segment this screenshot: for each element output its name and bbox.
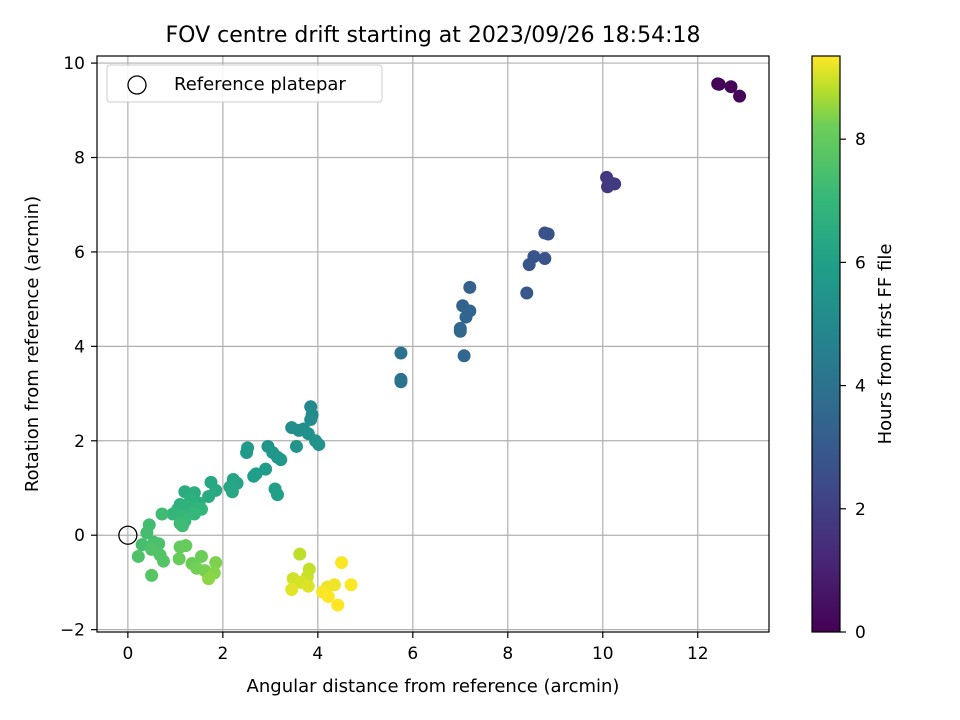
data-point <box>140 526 154 540</box>
y-axis-label: Rotation from reference (arcmin) <box>22 196 43 492</box>
x-tick-label: 6 <box>407 644 418 664</box>
y-tick-label: 10 <box>63 54 85 74</box>
colorbar-tick-label: 4 <box>855 377 866 397</box>
points-layer <box>131 77 747 612</box>
data-point <box>187 507 201 521</box>
x-tick-label: 0 <box>122 644 133 664</box>
data-point <box>202 489 216 503</box>
data-point <box>155 507 169 521</box>
data-point <box>209 556 223 570</box>
data-point <box>733 89 747 103</box>
data-point <box>247 469 261 483</box>
x-tick-label: 8 <box>502 644 513 664</box>
y-tick-label: 0 <box>74 526 85 546</box>
data-point <box>459 310 473 324</box>
x-axis: 0 2 4 6 8 10 12 <box>122 632 709 664</box>
legend: Reference platepar <box>106 64 383 103</box>
plot-frame <box>96 55 770 633</box>
data-point <box>194 549 208 563</box>
y-tick-label: 4 <box>74 337 85 357</box>
x-tick-label: 4 <box>312 644 323 664</box>
data-point <box>394 346 408 360</box>
colorbar-tick-label: 0 <box>855 623 866 643</box>
data-point <box>225 485 239 499</box>
data-point <box>240 446 254 460</box>
legend-reference-icon <box>127 75 147 95</box>
y-tick-label: 6 <box>74 243 85 263</box>
reference-platepar-marker <box>118 525 138 545</box>
x-axis-label: Angular distance from reference (arcmin) <box>247 676 620 697</box>
data-point <box>270 488 284 502</box>
colorbar-tick-label: 8 <box>855 130 866 150</box>
data-point <box>156 554 170 568</box>
data-point <box>538 252 552 266</box>
legend-entry-reference: Reference platepar <box>174 74 346 95</box>
colorbar: 0 2 4 6 8 Hours from first FF file <box>811 55 896 643</box>
x-tick-label: 2 <box>217 644 228 664</box>
data-point <box>522 258 536 272</box>
data-point <box>541 227 555 241</box>
data-point <box>301 579 315 593</box>
data-point <box>394 375 408 389</box>
data-point <box>457 349 471 363</box>
colorbar-gradient <box>812 56 840 632</box>
x-tick-label: 12 <box>687 644 709 664</box>
colorbar-frame <box>811 55 841 633</box>
chart-title: FOV centre drift starting at 2023/09/26 … <box>166 23 701 48</box>
data-point <box>304 413 318 427</box>
data-point <box>145 568 159 582</box>
data-point <box>131 549 145 563</box>
data-point <box>453 324 467 338</box>
y-tick-label: −2 <box>60 621 85 641</box>
data-point <box>293 547 307 561</box>
colorbar-tick-label: 6 <box>855 253 866 273</box>
colorbar-ticks: 0 2 4 6 8 <box>840 130 866 643</box>
data-point <box>202 572 216 586</box>
data-point <box>172 552 186 566</box>
data-point <box>344 578 358 592</box>
data-point <box>712 77 726 91</box>
data-point <box>724 80 738 94</box>
data-point <box>179 539 193 553</box>
data-point <box>321 590 335 604</box>
data-point <box>175 519 189 533</box>
data-point <box>327 578 341 592</box>
legend-box <box>106 64 383 103</box>
data-point <box>312 438 326 452</box>
colorbar-label: Hours from first FF file <box>875 244 896 445</box>
data-point <box>520 286 534 300</box>
y-axis: −2 0 2 4 6 8 10 <box>60 54 97 641</box>
grid <box>97 56 769 632</box>
x-tick-label: 10 <box>592 644 614 664</box>
data-point <box>608 177 622 191</box>
data-point <box>274 453 288 467</box>
data-point <box>285 583 299 597</box>
data-point <box>289 439 303 453</box>
y-tick-label: 8 <box>74 149 85 169</box>
data-point <box>335 556 349 570</box>
data-point <box>285 421 299 435</box>
data-point <box>331 598 345 612</box>
data-point <box>463 280 477 294</box>
colorbar-tick-label: 2 <box>855 500 866 520</box>
y-tick-label: 2 <box>74 432 85 452</box>
